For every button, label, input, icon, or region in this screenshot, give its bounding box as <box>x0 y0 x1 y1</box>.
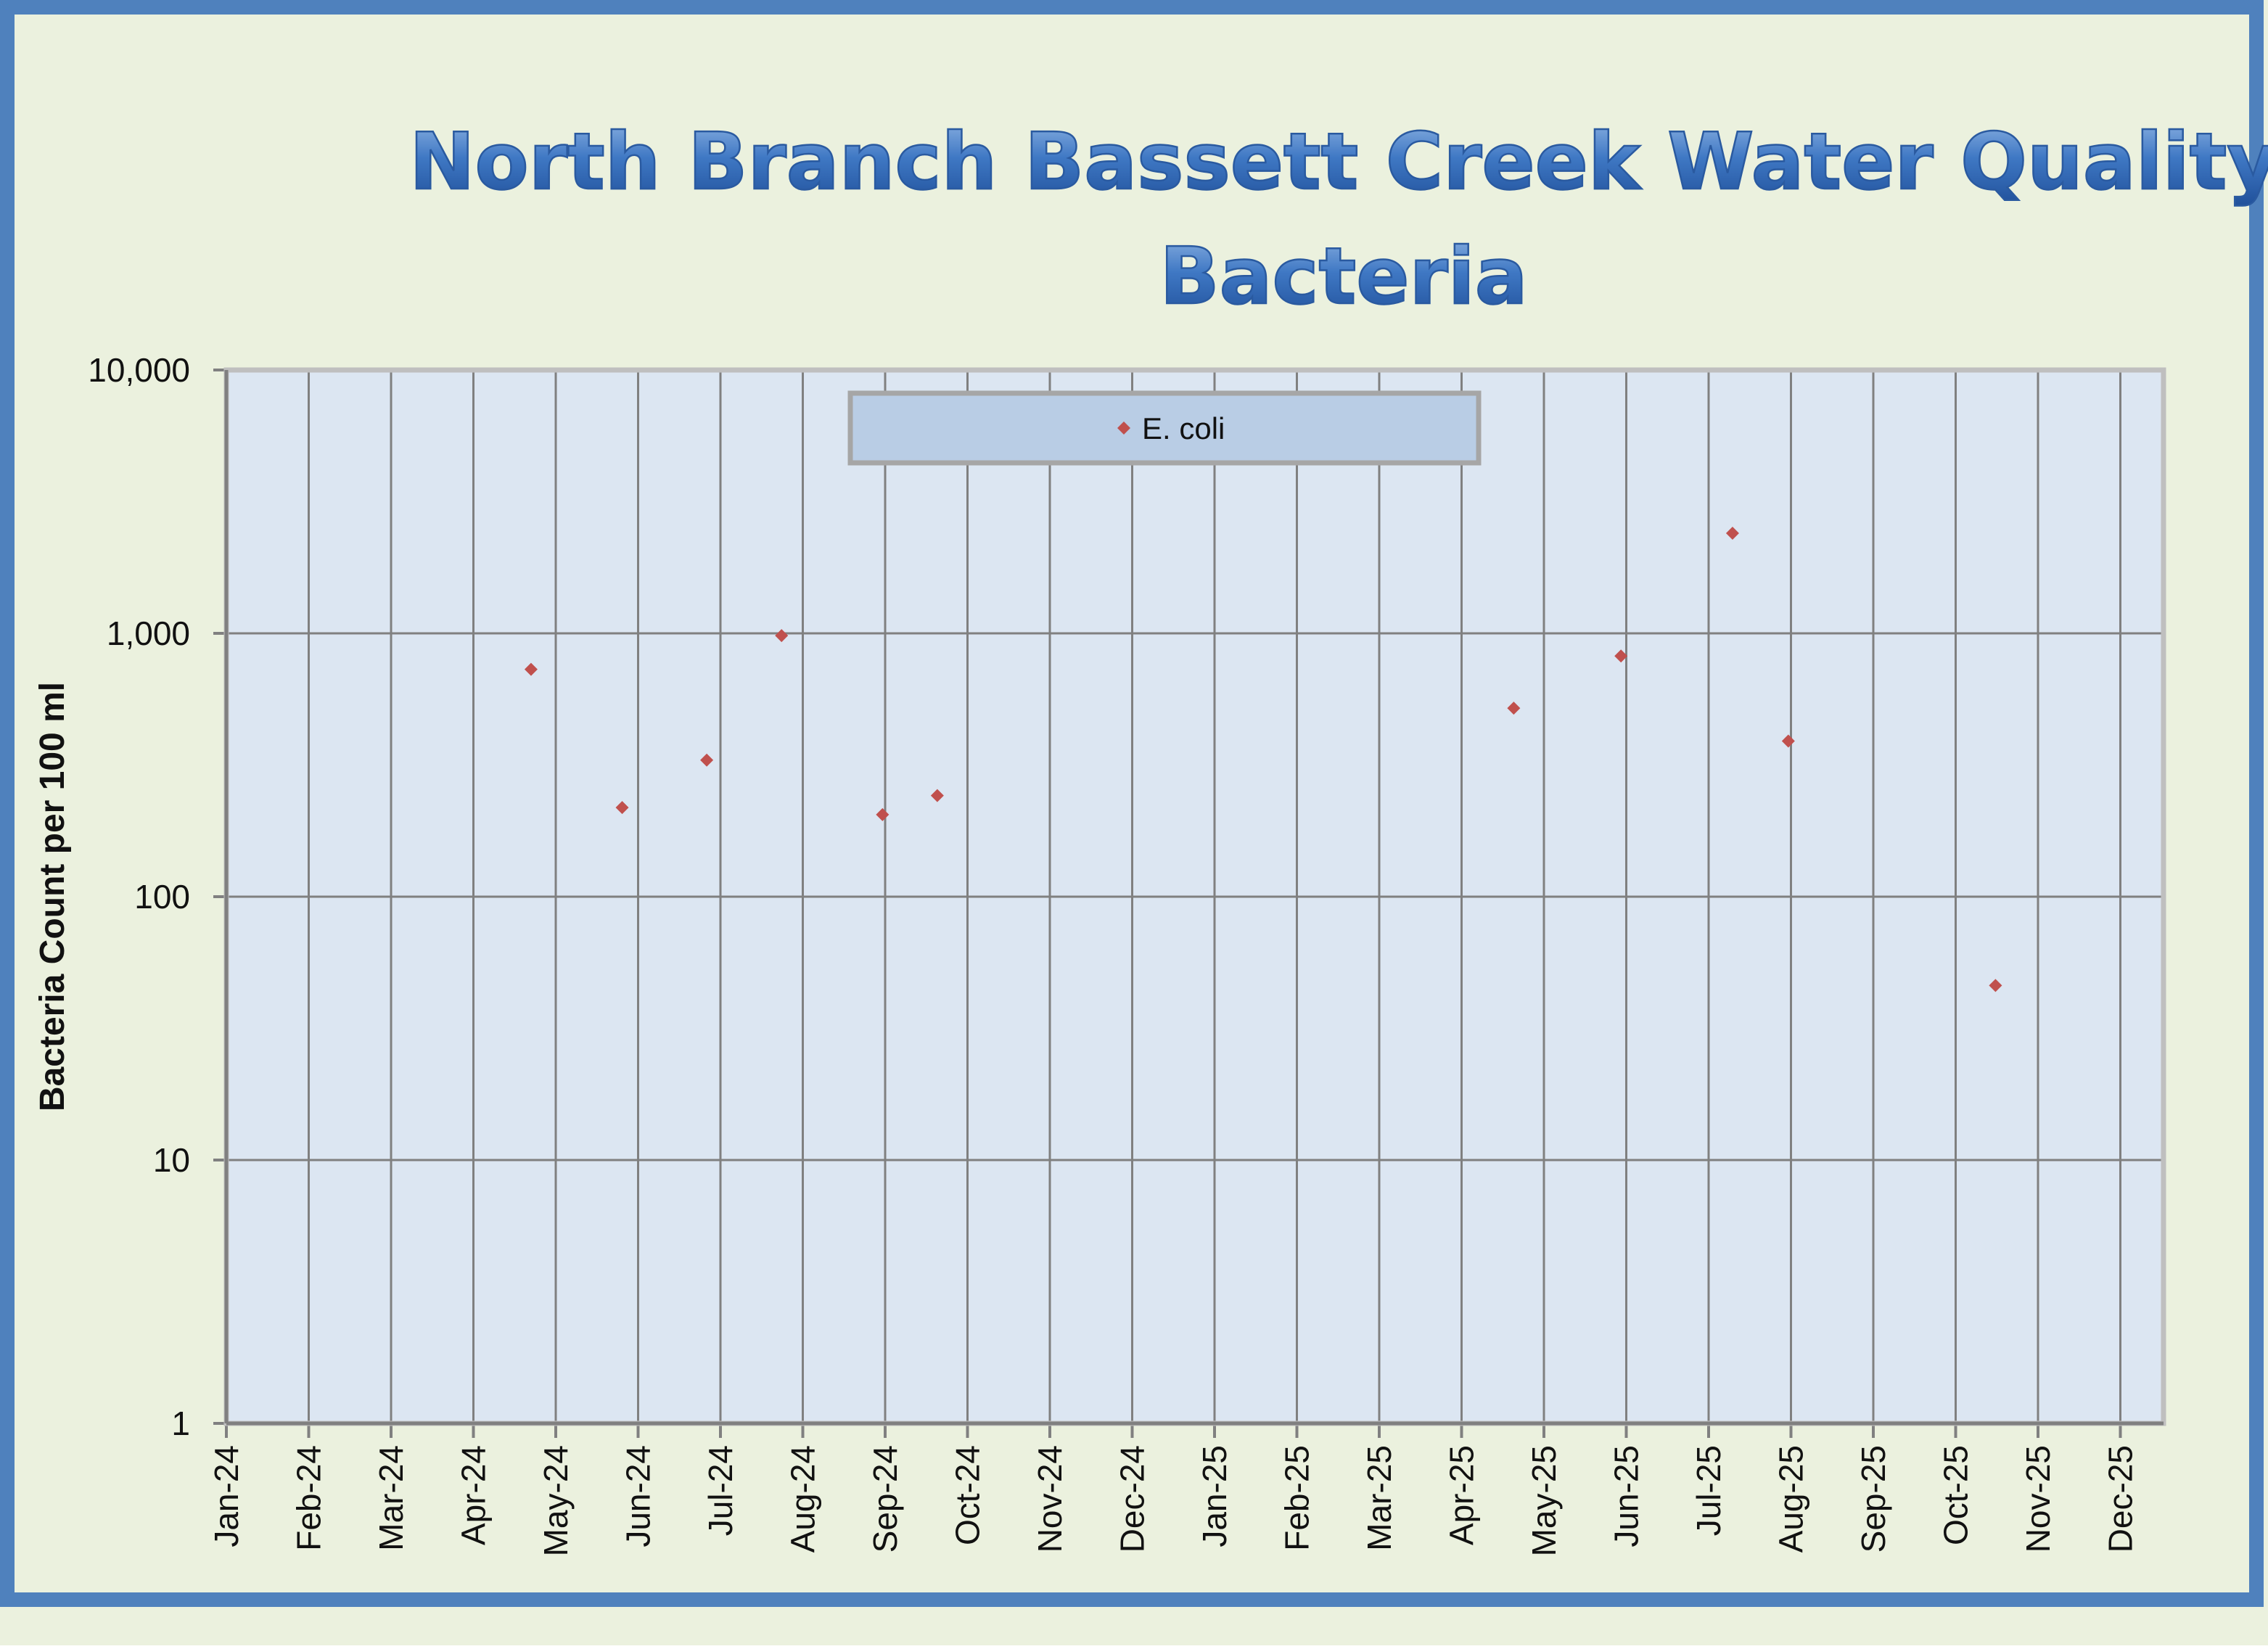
y-tick-label: 10 <box>153 1141 190 1179</box>
x-tick-label: Aug-25 <box>1772 1445 1810 1553</box>
legend: E. coli <box>847 390 1482 466</box>
y-tick-label: 1,000 <box>107 614 190 652</box>
x-tick-label: Jan-24 <box>208 1445 245 1547</box>
chart-frame-border <box>0 0 2264 1607</box>
x-tick-label: Mar-24 <box>372 1445 410 1551</box>
data-point <box>615 801 629 815</box>
chart-subtitle: Bacteria <box>1159 231 1527 322</box>
x-tick-label: Feb-25 <box>1278 1445 1316 1551</box>
data-point <box>1725 526 1739 540</box>
x-tick-label: Jun-25 <box>1608 1445 1645 1547</box>
x-tick-label: Feb-24 <box>290 1445 328 1551</box>
x-tick-label: Sep-25 <box>1854 1445 1892 1553</box>
gridlines <box>226 369 2164 1425</box>
legend-label-e-coli: E. coli <box>1142 411 1225 445</box>
x-tick-label: May-25 <box>1525 1445 1563 1556</box>
x-tick-label: Apr-24 <box>455 1445 493 1545</box>
data-point <box>876 807 889 821</box>
x-tick-label: Jun-24 <box>620 1445 657 1547</box>
data-point <box>930 789 944 802</box>
x-tick-label: Apr-25 <box>1443 1445 1481 1545</box>
y-tick-label: 10,000 <box>88 351 190 389</box>
data-point <box>775 629 789 643</box>
y-tick-label: 100 <box>134 878 190 916</box>
x-tick-label: Sep-24 <box>866 1445 904 1553</box>
legend-marker-e-coli <box>1117 421 1130 435</box>
y-axis-tick-labels: 1 10 100 1,000 10,000 <box>88 351 226 1442</box>
data-point <box>1989 979 2002 992</box>
x-tick-label: Aug-24 <box>784 1445 822 1553</box>
x-tick-label: Mar-25 <box>1360 1445 1398 1551</box>
x-tick-label: Dec-25 <box>2102 1445 2140 1553</box>
series-e-coli <box>524 526 2002 992</box>
chart-title: North Branch Bassett Creek Water Quality <box>409 117 2268 207</box>
data-point <box>700 753 714 767</box>
x-tick-label: May-24 <box>537 1445 575 1556</box>
data-point <box>1781 734 1795 748</box>
x-axis-tick-labels: Jan-24 Feb-24 Mar-24 Apr-24 May-24 Jun-24 Jul-… <box>208 1423 2140 1556</box>
x-tick-label: Jul-25 <box>1690 1445 1727 1536</box>
x-tick-label: Dec-24 <box>1114 1445 1151 1553</box>
x-tick-label: Jul-24 <box>702 1445 739 1536</box>
x-tick-label: Oct-24 <box>949 1445 987 1545</box>
x-tick-label: Nov-24 <box>1031 1445 1069 1553</box>
x-tick-label: Nov-25 <box>2019 1445 2057 1553</box>
x-tick-label: Oct-25 <box>1937 1445 1975 1545</box>
data-point <box>1507 702 1521 715</box>
data-point <box>1614 649 1628 663</box>
legend-box <box>847 390 1482 466</box>
y-axis-title: Bacteria Count per 100 ml <box>33 682 72 1111</box>
x-tick-label: Jan-25 <box>1196 1445 1233 1547</box>
y-tick-label: 1 <box>171 1405 190 1442</box>
data-point <box>524 662 538 676</box>
